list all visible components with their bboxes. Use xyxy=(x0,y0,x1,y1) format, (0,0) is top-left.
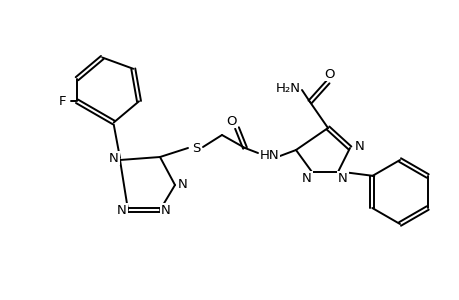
Text: N: N xyxy=(161,203,170,217)
Text: N: N xyxy=(354,140,364,152)
Text: O: O xyxy=(226,115,237,128)
Text: F: F xyxy=(59,95,67,108)
Text: N: N xyxy=(178,178,187,191)
Text: N: N xyxy=(117,203,127,217)
Text: S: S xyxy=(191,142,200,154)
Text: O: O xyxy=(324,68,335,80)
Text: H₂N: H₂N xyxy=(275,82,300,94)
Text: N: N xyxy=(302,172,311,184)
Text: N: N xyxy=(337,172,347,184)
Text: HN: HN xyxy=(260,148,279,161)
Text: N: N xyxy=(109,152,118,164)
